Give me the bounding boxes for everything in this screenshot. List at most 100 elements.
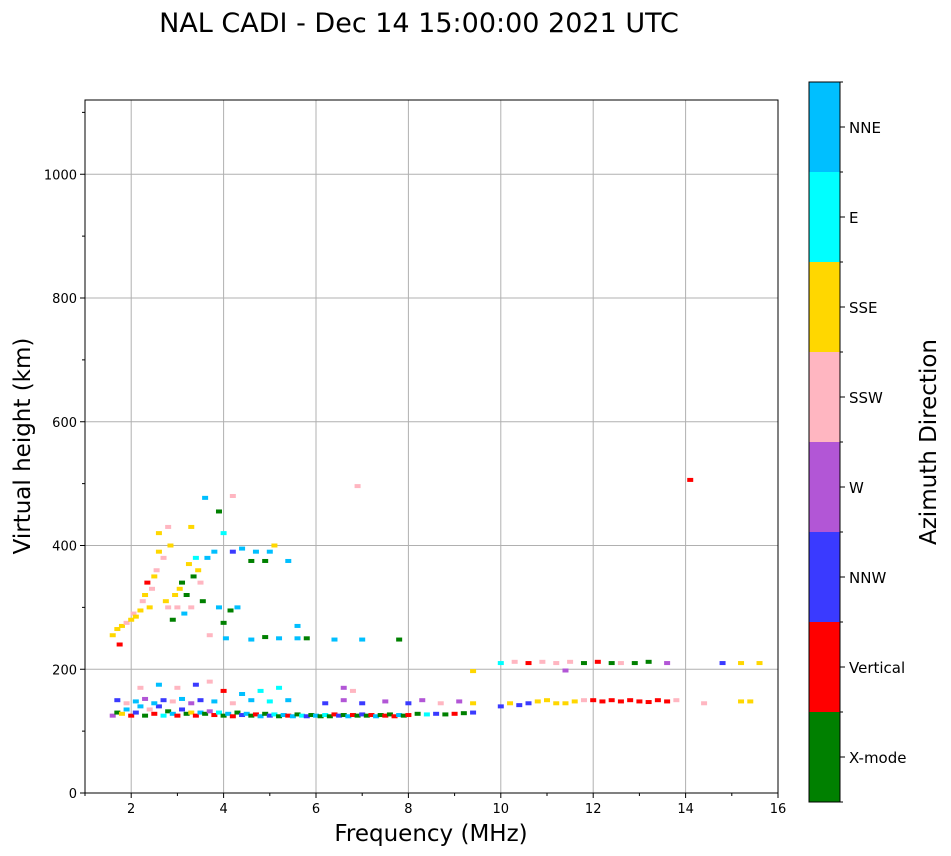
echo-point	[276, 714, 283, 719]
colorbar-segment	[809, 82, 840, 172]
echo-point	[172, 593, 179, 597]
echo-point	[313, 713, 319, 718]
echo-point	[248, 558, 255, 563]
echo-point	[437, 701, 444, 706]
echo-point	[331, 712, 338, 717]
y-axis-label: Virtual height (km)	[10, 338, 36, 555]
echo-point	[516, 703, 523, 708]
echo-point	[433, 711, 440, 716]
echo-point	[349, 713, 356, 718]
echo-point	[165, 605, 172, 610]
echo-point	[354, 484, 361, 489]
echo-point	[544, 698, 550, 703]
echo-point	[222, 636, 229, 641]
echo-point	[234, 710, 241, 715]
echo-point	[382, 699, 389, 704]
echo-point	[109, 633, 116, 638]
echo-point	[188, 701, 195, 706]
echo-point	[239, 713, 246, 718]
echo-point	[276, 636, 283, 641]
colorbar-category-label: NNW	[849, 569, 886, 587]
echo-point	[631, 661, 638, 666]
echo-point	[118, 711, 125, 716]
echo-point	[580, 661, 587, 666]
echo-point	[142, 593, 149, 597]
echo-point	[162, 599, 169, 604]
echo-point	[197, 710, 204, 715]
colorbar-category-label: E	[849, 209, 858, 227]
echo-point	[229, 549, 236, 554]
echo-point	[511, 659, 518, 664]
echo-point	[155, 531, 162, 536]
echo-point	[280, 713, 287, 718]
echo-point	[128, 713, 135, 718]
echo-point	[299, 713, 306, 718]
echo-point	[144, 580, 151, 585]
echo-point	[155, 704, 162, 709]
echo-point	[176, 586, 183, 591]
colorbar-segment	[809, 262, 840, 352]
echo-point	[142, 713, 149, 718]
echo-point	[400, 713, 407, 718]
echo-point	[123, 707, 130, 712]
echo-point	[419, 698, 426, 703]
echo-point	[181, 611, 188, 616]
echo-point	[183, 593, 190, 597]
echo-point	[664, 661, 671, 666]
echo-point	[151, 711, 158, 716]
echo-point	[396, 713, 403, 718]
echo-point	[567, 659, 574, 664]
echo-point	[257, 714, 264, 719]
colorbar-label: Azimuth Direction	[916, 339, 942, 545]
echo-point	[266, 699, 273, 704]
echo-point	[377, 713, 384, 718]
colorbar-segment	[809, 172, 840, 262]
echo-point	[423, 712, 430, 717]
echo-point	[142, 696, 149, 701]
chart-title: NAL CADI - Dec 14 15:00:00 2021 UTC	[159, 8, 679, 39]
colorbar-segment	[809, 622, 840, 712]
colorbar-category-label: NNE	[849, 119, 881, 137]
echo-point	[116, 642, 123, 647]
echo-point	[322, 701, 329, 706]
echo-point	[405, 713, 412, 718]
echo-point	[276, 685, 283, 690]
echo-point	[128, 617, 135, 622]
echo-point	[146, 707, 153, 712]
echo-point	[137, 704, 144, 709]
echo-point	[114, 710, 121, 715]
x-tick-label: 2	[127, 802, 135, 817]
echo-point	[123, 701, 130, 706]
echo-point	[590, 698, 597, 703]
echo-point	[169, 711, 176, 716]
echo-point	[229, 714, 236, 719]
echo-point	[608, 698, 615, 703]
echo-point	[308, 713, 315, 718]
echo-point	[262, 711, 269, 716]
echo-point	[220, 620, 227, 625]
echo-point	[179, 707, 186, 712]
echo-point	[146, 605, 153, 610]
echo-point	[195, 568, 202, 573]
echo-point	[271, 543, 278, 548]
echo-point	[123, 620, 130, 625]
echo-point	[470, 710, 477, 715]
echo-point	[636, 699, 643, 704]
y-axis-ticks: 0 200 400 600 800 1000	[44, 111, 85, 802]
echo-point	[271, 712, 278, 717]
echo-point	[118, 623, 125, 628]
echo-point	[349, 688, 356, 693]
echo-point	[199, 599, 206, 604]
echo-point	[525, 701, 532, 706]
echo-point	[148, 586, 155, 591]
echo-point	[167, 543, 174, 548]
echo-point	[211, 699, 218, 704]
echo-point	[331, 637, 338, 642]
echo-point	[252, 712, 259, 717]
echo-point	[405, 701, 412, 706]
colorbar-segment	[809, 352, 840, 442]
echo-point	[206, 679, 213, 684]
echo-point	[114, 627, 121, 632]
echo-point	[645, 659, 652, 664]
colorbar-segment	[809, 532, 840, 622]
